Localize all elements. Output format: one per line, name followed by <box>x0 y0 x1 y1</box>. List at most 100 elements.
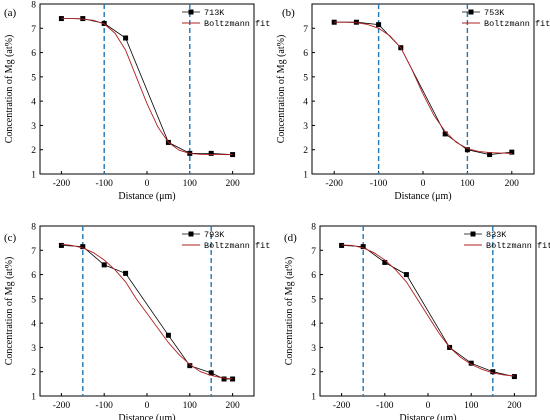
chart-panel-1: (a) 1 2 3 4 5 6 7 8 -200 -100 0 100 200 Distance (μm) C… <box>4 1 270 203</box>
x-tick-label: 200 <box>225 401 240 411</box>
data-point <box>123 270 129 276</box>
y-tick-label: 1 <box>311 393 316 403</box>
chart-panel-3: (c) 1 2 3 4 5 6 7 8 -200 -100 0 100 200 Distance (μm) C… <box>4 223 270 420</box>
plot-frame <box>39 225 255 397</box>
legend-label: Boltzmann fit <box>204 241 270 251</box>
x-axis-label: Distance (μm) <box>399 413 456 420</box>
data-point <box>58 242 64 248</box>
x-tick-label: 200 <box>505 179 520 189</box>
data-point <box>442 131 448 137</box>
data-point <box>509 149 515 155</box>
y-tick-label: 4 <box>311 320 316 330</box>
chart-panel-2: (b) 1 2 3 4 5 6 7 -200 -100 0 100 200 Distance (μm) Co… <box>276 3 550 202</box>
legend-data-marker <box>188 231 194 237</box>
y-tick-label: 1 <box>31 171 36 181</box>
y-tick-label: 2 <box>31 368 36 378</box>
data-point <box>382 259 388 265</box>
x-tick-label: -100 <box>376 401 394 411</box>
x-tick-label: 100 <box>460 179 475 189</box>
y-tick-label: 6 <box>311 271 316 281</box>
y-tick-label: 4 <box>31 320 36 330</box>
y-axis-label: Concentration of Mg (at%) <box>4 35 15 144</box>
x-tick-label: -200 <box>53 179 71 189</box>
x-tick-label: 100 <box>183 401 198 411</box>
data-point <box>490 369 496 375</box>
data-point <box>165 332 171 338</box>
legend-data-marker <box>468 9 474 15</box>
y-axis-label: Concentration of Mg (at%) <box>4 257 15 366</box>
x-tick-label: 0 <box>421 179 426 189</box>
data-point <box>353 19 359 25</box>
data-point <box>487 152 493 158</box>
panel-label: (b) <box>282 7 295 19</box>
chart-panel-4: (d) 1 2 3 4 5 6 7 8 -200 -100 0 100 200 Distance (μm) C… <box>284 223 550 420</box>
x-tick-label: -200 <box>53 401 71 411</box>
x-tick-label: -200 <box>325 179 343 189</box>
x-axis-label: Distance (μm) <box>118 413 175 420</box>
data-point <box>221 376 227 382</box>
y-tick-label: 4 <box>31 98 36 108</box>
y-tick-label: 3 <box>311 344 316 354</box>
data-point <box>376 22 382 28</box>
panel-label: (d) <box>284 232 297 244</box>
x-axis-label: Distance (μm) <box>394 191 451 202</box>
legend-data-marker <box>188 9 194 15</box>
y-tick-label: 4 <box>303 98 308 108</box>
legend-label: 753K <box>484 8 505 18</box>
y-tick-label: 5 <box>303 73 308 83</box>
data-point <box>123 35 129 41</box>
x-tick-label: 0 <box>426 401 431 411</box>
legend-data-marker <box>470 231 476 237</box>
y-tick-label: 5 <box>31 73 36 83</box>
y-tick-label: 6 <box>31 49 36 59</box>
data-point <box>339 242 345 248</box>
fit-curve <box>341 244 515 377</box>
x-tick-label: -200 <box>333 401 351 411</box>
data-point <box>80 16 86 22</box>
y-tick-label: 6 <box>31 271 36 281</box>
legend-label: Boltzmann fit <box>204 19 270 29</box>
data-point <box>80 244 86 250</box>
y-tick-label: 3 <box>31 122 36 132</box>
panel-label: (c) <box>4 232 17 244</box>
y-tick-label: 2 <box>31 146 36 156</box>
data-line <box>61 245 233 380</box>
legend-label: 833K <box>486 230 507 240</box>
y-tick-label: 3 <box>303 122 308 132</box>
data-point <box>511 374 517 380</box>
legend-label: Boltzmann fit <box>486 241 550 251</box>
data-point <box>187 363 193 369</box>
data-point <box>101 262 107 268</box>
y-tick-label: 8 <box>31 1 36 11</box>
y-axis-label: Concentration of Mg (at%) <box>284 257 295 366</box>
y-tick-label: 7 <box>303 25 308 35</box>
x-axis-label: Distance (μm) <box>118 191 175 202</box>
x-tick-label: 100 <box>464 401 479 411</box>
x-tick-label: 0 <box>145 179 150 189</box>
legend-label: 713K <box>204 8 225 18</box>
legend-label: Boltzmann fit <box>484 19 550 29</box>
y-tick-label: 2 <box>303 146 308 156</box>
y-tick-label: 5 <box>31 295 36 305</box>
data-point <box>468 360 474 366</box>
y-axis-label: Concentration of Mg (at%) <box>276 35 287 144</box>
data-line <box>61 18 233 155</box>
y-tick-label: 6 <box>303 49 308 59</box>
y-tick-label: 8 <box>311 223 316 233</box>
x-tick-label: 0 <box>145 401 150 411</box>
data-point <box>360 244 366 250</box>
data-point <box>464 147 470 153</box>
x-tick-label: -100 <box>370 179 388 189</box>
x-tick-label: -100 <box>95 179 113 189</box>
plot-frame <box>39 3 255 175</box>
y-tick-label: 3 <box>31 344 36 354</box>
plot-frame <box>311 3 535 175</box>
x-tick-label: 200 <box>507 401 522 411</box>
y-tick-label: 1 <box>31 393 36 403</box>
y-tick-label: 8 <box>31 223 36 233</box>
data-point <box>403 272 409 278</box>
y-tick-label: 2 <box>311 368 316 378</box>
